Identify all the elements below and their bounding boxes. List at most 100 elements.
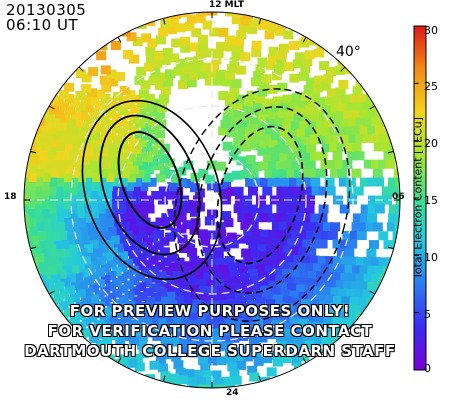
tec-cell bbox=[24, 213, 29, 223]
tec-cell bbox=[251, 229, 262, 239]
tec-cell bbox=[235, 259, 246, 269]
tec-cell bbox=[293, 255, 304, 264]
tec-cell bbox=[143, 287, 154, 297]
tec-cell bbox=[233, 282, 244, 292]
tec-cell bbox=[264, 30, 275, 40]
tec-cell bbox=[198, 384, 208, 388]
tec-cell bbox=[281, 177, 292, 187]
tec-cell bbox=[287, 310, 298, 320]
tec-cell bbox=[144, 328, 155, 338]
tec-cell bbox=[74, 200, 85, 209]
tec-cell bbox=[89, 283, 100, 293]
tec-cell bbox=[113, 309, 124, 319]
tec-cell bbox=[162, 343, 173, 352]
tec-cell bbox=[255, 204, 266, 214]
tec-cell bbox=[231, 50, 242, 60]
tec-cell bbox=[241, 142, 252, 152]
tec-cell bbox=[132, 213, 143, 223]
tec-cell bbox=[370, 257, 381, 267]
tec-cell bbox=[126, 152, 137, 162]
tec-cell bbox=[189, 225, 200, 235]
tec-cell bbox=[147, 38, 158, 48]
tec-cell bbox=[75, 102, 86, 112]
tec-cell bbox=[159, 236, 170, 246]
tec-cell bbox=[62, 248, 73, 258]
tec-cell bbox=[229, 333, 240, 343]
tec-cell bbox=[68, 147, 79, 157]
tec-cell bbox=[104, 151, 114, 161]
tec-cell bbox=[365, 222, 376, 232]
hour-tick bbox=[369, 290, 376, 295]
tec-cell bbox=[100, 286, 111, 296]
tec-cell bbox=[92, 143, 103, 153]
tec-cell bbox=[292, 331, 303, 341]
tec-cell bbox=[29, 235, 40, 245]
tec-cell bbox=[132, 305, 143, 315]
tec-cell bbox=[273, 326, 284, 336]
tec-cell bbox=[347, 273, 358, 283]
tec-cell bbox=[191, 299, 202, 309]
tec-cell bbox=[275, 160, 286, 170]
tec-cell bbox=[332, 151, 343, 161]
tec-cell bbox=[351, 109, 362, 119]
tec-cell bbox=[142, 249, 153, 259]
tec-cell bbox=[134, 261, 145, 271]
tec-cell bbox=[268, 110, 279, 120]
tec-cell bbox=[341, 318, 352, 328]
tec-cell bbox=[287, 238, 298, 248]
tec-cell bbox=[98, 222, 109, 232]
tec-cell bbox=[330, 222, 341, 232]
tec-cell bbox=[351, 281, 362, 291]
tec-cell bbox=[191, 28, 202, 38]
tec-cell bbox=[367, 281, 378, 291]
tec-cell bbox=[95, 204, 106, 214]
tec-cell bbox=[148, 233, 159, 243]
tec-cell bbox=[338, 177, 349, 187]
tec-cell bbox=[88, 151, 99, 161]
tec-cell bbox=[106, 69, 117, 79]
tec-cell bbox=[112, 135, 123, 145]
tec-cell bbox=[104, 173, 115, 183]
tec-cell bbox=[32, 213, 43, 223]
tec-cell bbox=[231, 311, 242, 321]
tec-cell bbox=[347, 239, 358, 249]
tec-cell bbox=[53, 293, 64, 303]
tec-cell bbox=[200, 265, 211, 275]
tec-cell bbox=[268, 252, 279, 262]
tec-cell bbox=[263, 153, 274, 163]
tec-cell bbox=[193, 56, 204, 66]
tec-cell bbox=[130, 186, 141, 196]
tec-cell bbox=[262, 132, 273, 142]
tec-cell bbox=[116, 204, 127, 214]
tec-cell bbox=[50, 117, 61, 127]
tec-cell bbox=[294, 338, 305, 348]
tec-cell bbox=[135, 272, 146, 282]
tec-cell bbox=[189, 291, 199, 301]
tec-cell bbox=[317, 255, 328, 265]
tec-cell bbox=[328, 331, 339, 341]
tec-cell bbox=[395, 213, 400, 223]
tec-cell bbox=[69, 315, 80, 325]
tec-cell bbox=[303, 177, 314, 187]
tec-cell bbox=[233, 186, 244, 196]
tec-cell bbox=[283, 204, 294, 214]
tec-cell bbox=[216, 384, 226, 388]
tec-cell bbox=[204, 174, 215, 184]
tec-cell bbox=[337, 58, 348, 68]
tec-cell bbox=[388, 204, 399, 214]
tec-cell bbox=[216, 293, 226, 303]
tec-cell bbox=[341, 94, 352, 104]
tec-cell bbox=[187, 277, 198, 287]
tec-cell bbox=[176, 224, 187, 234]
tec-cell bbox=[118, 96, 129, 106]
tec-cell bbox=[382, 195, 392, 205]
tec-cell bbox=[118, 251, 128, 261]
tec-cell bbox=[148, 135, 159, 145]
tec-cell bbox=[89, 107, 100, 117]
tec-cell bbox=[299, 352, 310, 362]
tec-cell bbox=[310, 239, 320, 249]
tec-cell bbox=[155, 355, 166, 365]
tec-cell bbox=[251, 48, 262, 57]
tec-cell bbox=[151, 98, 161, 108]
tec-cell bbox=[130, 204, 141, 214]
